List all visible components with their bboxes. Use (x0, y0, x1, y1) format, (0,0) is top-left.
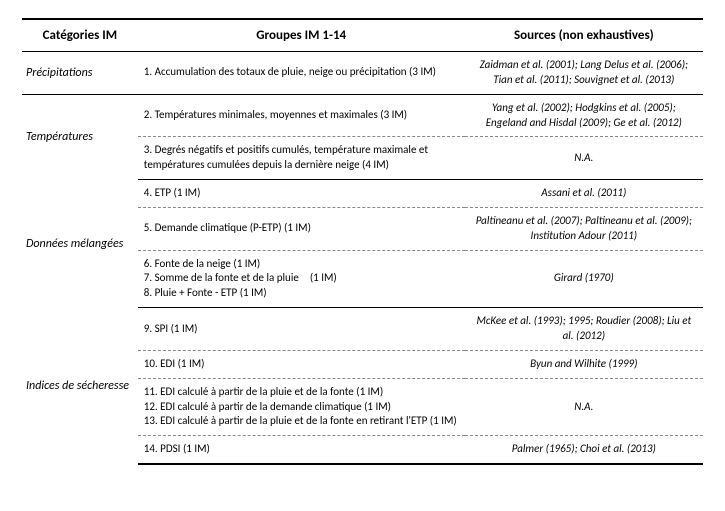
im-categories-table: Catégories IM Groupes IM 1-14 Sources (n… (22, 18, 703, 465)
header-sources: Sources (non exhaustives) (465, 19, 703, 52)
sources-row-9: N.A. (465, 378, 703, 436)
sources-row-8: Byun and Wilhite (1999) (465, 350, 703, 378)
header-groups: Groupes IM 1-14 (138, 19, 465, 52)
category-precipitations: Précipitations (22, 52, 138, 95)
sources-row-10: Palmer (1965); Choi et al. (2013) (465, 436, 703, 464)
group-row-7: 9. SPI (1 IM) (138, 308, 465, 351)
sources-row-7: McKee et al. (1993); 1995; Roudier (2008… (465, 308, 703, 351)
group-row-1: 1. Accumulation des totaux de pluie, nei… (138, 52, 465, 95)
sources-row-4: Assani et al. (2011) (465, 180, 703, 208)
group-row-3: 3. Degrés négatifs et positifs cumulés, … (138, 137, 465, 180)
sources-row-1: Zaidman et al. (2001); Lang Delus et al.… (465, 52, 703, 95)
sources-row-6: Girard (1970) (465, 250, 703, 308)
group-row-4: 4. ETP (1 IM) (138, 180, 465, 208)
sources-row-2: Yang et al. (2002); Hodgkins et al. (200… (465, 94, 703, 137)
category-indices-secheresse: Indices de sécheresse (22, 308, 138, 464)
group-row-6: 6. Fonte de la neige (1 IM)7. Somme de l… (138, 250, 465, 308)
group-row-9: 11. EDI calculé à partir de la pluie et … (138, 378, 465, 436)
sources-row-5: Paltineanu et al. (2007); Paltineanu et … (465, 207, 703, 250)
group-row-8: 10. EDI (1 IM) (138, 350, 465, 378)
group-row-5: 5. Demande climatique (P-ETP) (1 IM) (138, 207, 465, 250)
category-temperatures: Températures (22, 94, 138, 179)
sources-row-3: N.A. (465, 137, 703, 180)
category-donnees-melangees: Données mélangées (22, 180, 138, 308)
group-row-10: 14. PDSI (1 IM) (138, 436, 465, 464)
header-categories: Catégories IM (22, 19, 138, 52)
group-row-2: 2. Températures minimales, moyennes et m… (138, 94, 465, 137)
